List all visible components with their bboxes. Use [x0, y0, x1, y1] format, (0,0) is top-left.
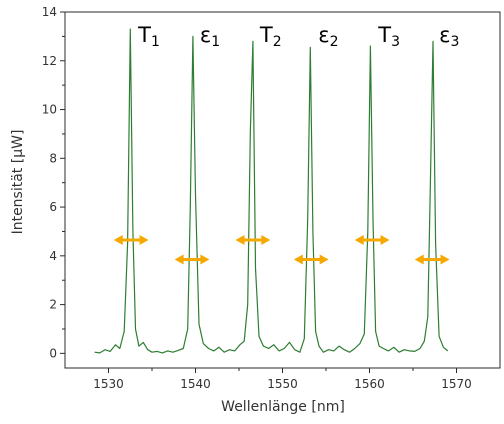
y-tick-label: 12: [42, 54, 57, 68]
double-arrow: [113, 234, 149, 245]
x-tick-label: 1540: [180, 377, 211, 391]
peak-label: ε1: [200, 23, 220, 50]
peak-label-layer: T1 ε1 T2 ε2 T3 ε3: [137, 23, 459, 50]
y-tick-label: 14: [42, 5, 57, 19]
double-arrow: [293, 254, 329, 265]
peak-label: T2: [259, 23, 282, 50]
series-line: [94, 28, 449, 354]
x-tick-label: 1550: [267, 377, 298, 391]
y-tick-label: 0: [49, 346, 57, 360]
double-arrow: [354, 234, 390, 245]
x-tick-label: 1560: [354, 377, 385, 391]
x-tick-label: 1570: [441, 377, 472, 391]
y-tick-label: 8: [49, 151, 57, 165]
y-axis: 0 2 4 6 8 10 12 14: [42, 5, 65, 360]
series-layer: [94, 28, 449, 354]
peak-label: ε2: [318, 23, 338, 50]
y-tick-label: 4: [49, 249, 57, 263]
y-axis-title: Intensität [µW]: [10, 130, 26, 235]
x-axis: 1530 1540 1550 1560 1570: [93, 368, 472, 391]
double-arrow: [235, 234, 271, 245]
arrow-layer: [113, 234, 450, 265]
y-tick-label: 6: [49, 200, 57, 214]
peak-label: T3: [377, 23, 400, 50]
peak-label: ε3: [439, 23, 459, 50]
y-tick-label: 10: [42, 103, 57, 117]
double-arrow: [414, 254, 450, 265]
x-tick-label: 1530: [93, 377, 124, 391]
y-tick-label: 2: [49, 298, 57, 312]
peak-label: T1: [137, 23, 160, 50]
double-arrow: [174, 254, 210, 265]
x-axis-title: Wellenlänge [nm]: [221, 399, 345, 415]
